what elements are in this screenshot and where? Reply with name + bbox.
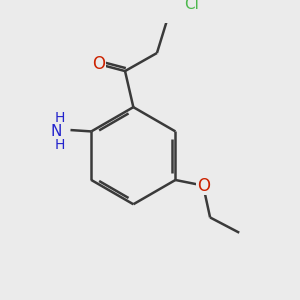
Text: O: O bbox=[197, 176, 210, 194]
Text: O: O bbox=[92, 55, 105, 73]
Text: Cl: Cl bbox=[184, 0, 199, 12]
Text: N: N bbox=[50, 124, 61, 139]
Text: H: H bbox=[54, 138, 64, 152]
Text: H: H bbox=[54, 111, 64, 124]
